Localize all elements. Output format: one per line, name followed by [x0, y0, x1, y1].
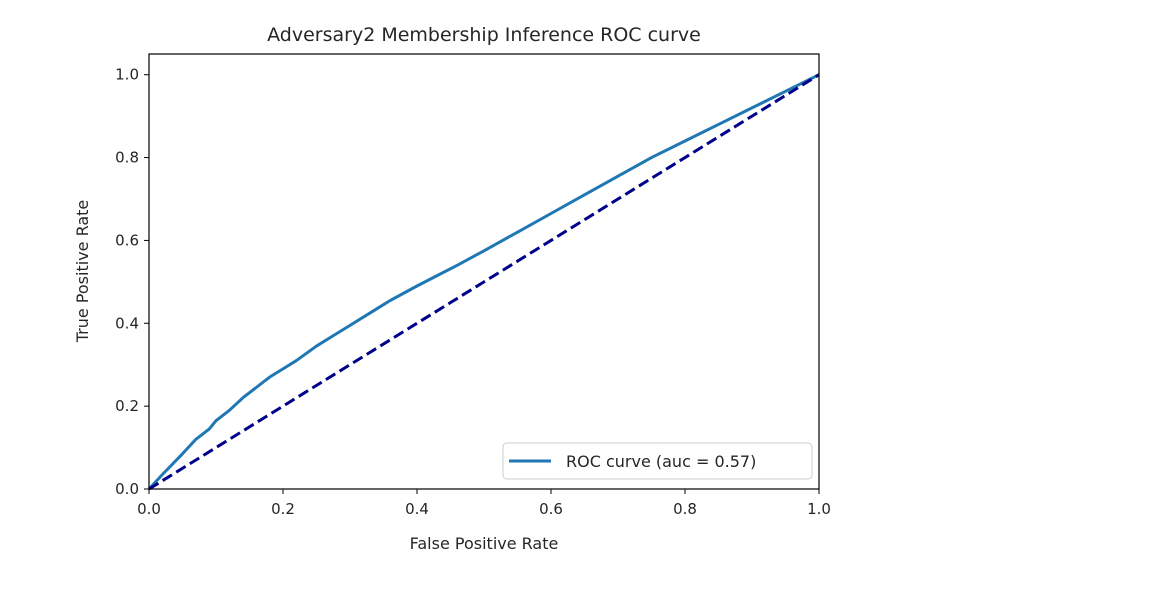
roc-curve-line	[147, 73, 820, 491]
y-tick-label: 0.0	[115, 480, 139, 498]
plot-area	[147, 73, 820, 491]
chance-diagonal-line	[148, 73, 820, 491]
y-tick-label: 0.6	[115, 231, 139, 249]
x-axis-title: False Positive Rate	[410, 534, 559, 553]
chart-title: Adversary2 Membership Inference ROC curv…	[267, 24, 701, 46]
legend-label-roc: ROC curve (auc = 0.57)	[566, 452, 756, 471]
y-tick-label: 1.0	[115, 66, 139, 84]
y-tick-label: 0.4	[115, 314, 139, 332]
legend-box	[502, 442, 813, 480]
y-tick-label: 0.2	[115, 397, 139, 415]
y-axis-ticks: 0.0 0.2 0.4 0.6 0.8 1.0	[115, 66, 149, 498]
x-tick-label: 0.6	[539, 500, 563, 518]
x-tick-label: 0.8	[673, 500, 697, 518]
plot-frame	[148, 53, 820, 490]
x-tick-label: 0.0	[137, 500, 161, 518]
y-axis-title: True Positive Rate	[73, 200, 92, 344]
x-tick-label: 0.2	[271, 500, 295, 518]
x-tick-label: 0.4	[405, 500, 429, 518]
x-axis-ticks: 0.0 0.2 0.4 0.6 0.8 1.0	[137, 489, 831, 518]
y-tick-label: 0.8	[115, 149, 139, 167]
legend: ROC curve (auc = 0.57)	[502, 442, 813, 480]
x-tick-label: 1.0	[807, 500, 831, 518]
